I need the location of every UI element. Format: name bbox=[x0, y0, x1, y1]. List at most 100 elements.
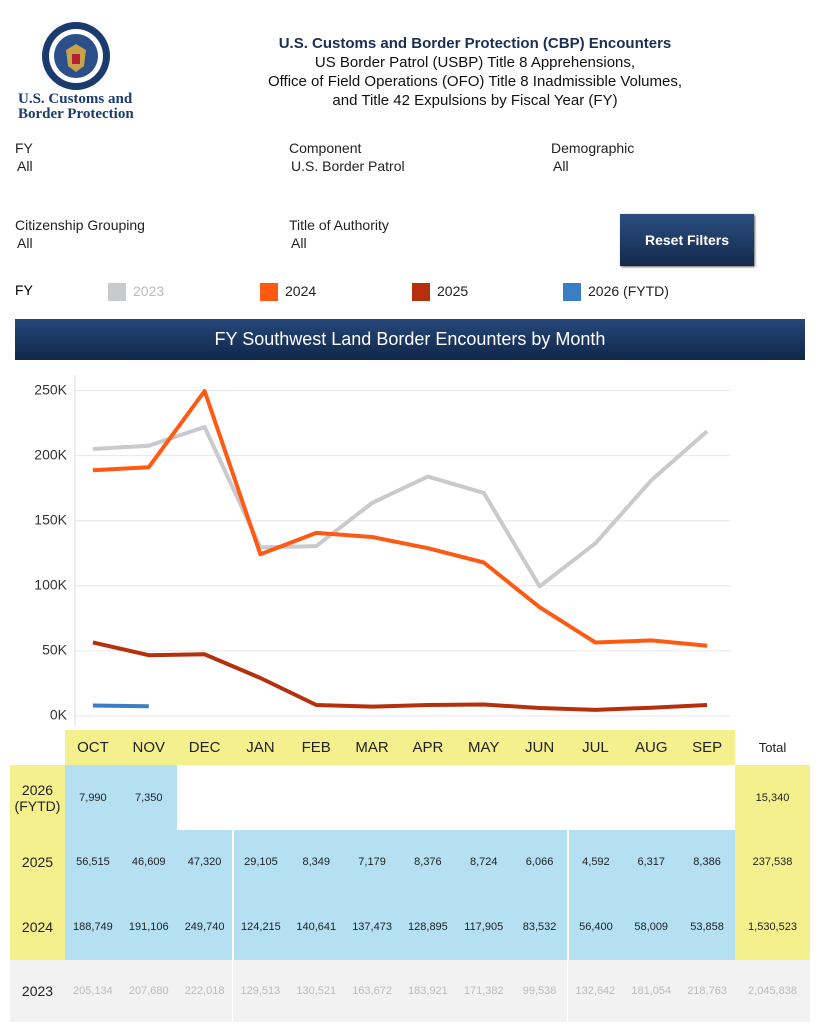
table-cell bbox=[232, 765, 289, 830]
month-header: APR bbox=[412, 739, 444, 756]
subtitle-line: US Border Patrol (USBP) Title 8 Apprehen… bbox=[314, 54, 636, 71]
subtitle-line: Office of Field Operations (OFO) Title 8… bbox=[267, 73, 683, 90]
month-header: FEB bbox=[301, 739, 331, 756]
filter-label: Component bbox=[289, 140, 362, 156]
legend-swatch bbox=[563, 283, 581, 301]
table-cell: 58,009 bbox=[623, 893, 680, 960]
table-cell: 171,382 bbox=[455, 960, 512, 1022]
month-header: JUN bbox=[524, 739, 555, 756]
filter-value: U.S. Border Patrol bbox=[291, 158, 405, 174]
month-header: JAN bbox=[246, 739, 275, 756]
table-cell: 99,538 bbox=[511, 960, 568, 1022]
month-header: OCT bbox=[77, 739, 109, 756]
filter-value: All bbox=[17, 158, 33, 174]
table-cell: 130,521 bbox=[288, 960, 345, 1022]
month-header: MAR bbox=[355, 739, 389, 756]
table-cell: 7,350 bbox=[120, 765, 177, 830]
y-tick-label: 250K bbox=[34, 381, 67, 397]
table-cell: 7,990 bbox=[65, 765, 121, 830]
y-tick-label: 50K bbox=[42, 642, 68, 658]
legend-title: FY bbox=[15, 282, 33, 298]
table-cell bbox=[288, 765, 345, 830]
table-cell bbox=[176, 765, 233, 830]
table-cell: 4,592 bbox=[567, 830, 624, 893]
month-header: MAY bbox=[468, 739, 500, 756]
table-cell: 47,320 bbox=[176, 830, 233, 893]
line-chart: 0K 50K 100K 150K 200K 250K bbox=[34, 375, 730, 725]
table-cell bbox=[455, 765, 512, 830]
row-label: 2025 bbox=[10, 830, 65, 893]
table-cell bbox=[400, 765, 456, 830]
row-total: 2,045,838 bbox=[735, 960, 810, 1022]
legend-label: 2023 bbox=[133, 283, 165, 299]
table-cell: 124,215 bbox=[232, 893, 289, 960]
legend-label: 2026 (FYTD) bbox=[588, 283, 669, 299]
row-label: 2026 (FYTD) bbox=[10, 765, 65, 830]
table-cell: 163,672 bbox=[344, 960, 400, 1022]
filter-label: Demographic bbox=[551, 140, 635, 156]
legend-swatch bbox=[260, 283, 278, 301]
series-line bbox=[92, 640, 708, 712]
month-header: NOV bbox=[132, 739, 165, 756]
month-header: DEC bbox=[188, 739, 221, 756]
table-cell: 7,179 bbox=[344, 830, 400, 893]
table-cell bbox=[344, 765, 400, 830]
table-cell: 181,054 bbox=[623, 960, 680, 1022]
table-cell: 129,513 bbox=[232, 960, 289, 1022]
table-cell: 53,858 bbox=[679, 893, 735, 960]
reset-filters-button[interactable]: Reset Filters bbox=[620, 214, 754, 266]
subtitle-line: and Title 42 Expulsions by Fiscal Year (… bbox=[332, 92, 618, 109]
table-cell: 8,349 bbox=[288, 830, 345, 893]
month-header: AUG bbox=[634, 739, 668, 756]
table-cell: 222,018 bbox=[176, 960, 233, 1022]
table-cell: 205,134 bbox=[65, 960, 121, 1022]
table-cell: 188,749 bbox=[65, 893, 121, 960]
month-header: SEP bbox=[692, 739, 723, 756]
table-cell: 8,386 bbox=[679, 830, 735, 893]
table-header-bg bbox=[65, 730, 735, 765]
row-total: 1,530,523 bbox=[735, 893, 810, 960]
row-total: 15,340 bbox=[735, 765, 810, 830]
legend-swatch bbox=[108, 283, 126, 301]
logo-text: Border Protection bbox=[18, 106, 134, 122]
row-total: 237,538 bbox=[735, 830, 810, 893]
total-header: Total bbox=[758, 740, 787, 755]
y-tick-label: 200K bbox=[34, 446, 67, 462]
cbp-seal bbox=[42, 22, 110, 90]
page-title: U.S. Customs and Border Protection (CBP)… bbox=[278, 35, 672, 52]
filter-value: All bbox=[291, 235, 307, 251]
table-cell: 191,106 bbox=[120, 893, 177, 960]
table-cell bbox=[623, 765, 680, 830]
row-label: 2024 bbox=[10, 893, 65, 960]
y-tick-label: 0K bbox=[50, 707, 68, 723]
table-cell: 183,921 bbox=[400, 960, 456, 1022]
filter-value: All bbox=[17, 235, 33, 251]
y-tick-label: 100K bbox=[34, 576, 67, 592]
filter-label: FY bbox=[15, 140, 33, 156]
y-tick-label: 150K bbox=[34, 511, 67, 527]
table-cell bbox=[511, 765, 568, 830]
legend-swatch bbox=[412, 283, 430, 301]
filter-value: All bbox=[553, 158, 569, 174]
table-cell: 8,724 bbox=[455, 830, 512, 893]
table-cell: 83,532 bbox=[511, 893, 568, 960]
table-cell: 29,105 bbox=[232, 830, 289, 893]
table-cell: 137,473 bbox=[344, 893, 400, 960]
table-cell: 6,066 bbox=[511, 830, 568, 893]
table-cell: 128,895 bbox=[400, 893, 456, 960]
table-cell: 249,740 bbox=[176, 893, 233, 960]
filter-label: Citizenship Grouping bbox=[15, 217, 145, 233]
legend-label: 2025 bbox=[437, 283, 469, 299]
table-cell: 140,641 bbox=[288, 893, 345, 960]
logo-text: U.S. Customs and bbox=[18, 91, 133, 107]
table-cell: 6,317 bbox=[623, 830, 680, 893]
table-cell: 46,609 bbox=[120, 830, 177, 893]
table-cell: 117,905 bbox=[455, 893, 512, 960]
table-cell bbox=[567, 765, 624, 830]
row-label: 2023 bbox=[10, 960, 65, 1022]
chart-title: FY Southwest Land Border Encounters by M… bbox=[15, 319, 805, 360]
table-cell: 56,515 bbox=[65, 830, 121, 893]
series-line bbox=[92, 389, 708, 648]
month-header: JUL bbox=[582, 739, 609, 756]
